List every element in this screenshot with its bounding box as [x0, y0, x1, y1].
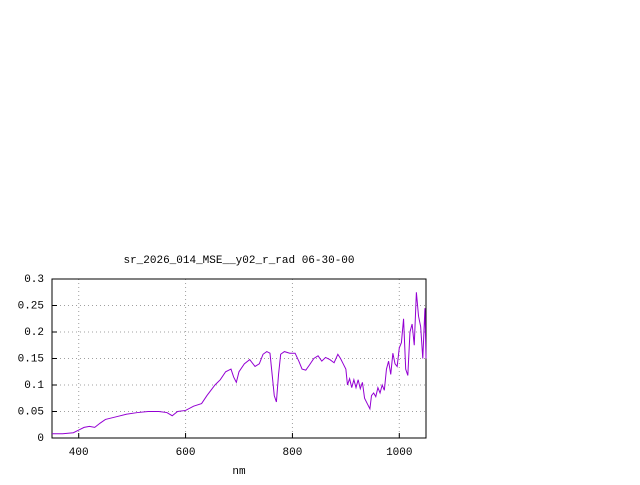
x-tick-label: 1000	[386, 447, 412, 459]
data-line	[52, 292, 427, 435]
x-axis-label: nm	[232, 466, 246, 478]
y-tick-label: 0.25	[18, 300, 44, 312]
x-tick-label: 800	[283, 447, 303, 459]
chart-title: sr_2026_014_MSE__y02_r_rad 06-30-00	[123, 255, 354, 267]
y-tick-label: 0.05	[18, 406, 44, 418]
y-tick-label: 0.1	[24, 380, 44, 392]
y-tick-label: 0.15	[18, 353, 44, 365]
x-tick-label: 400	[69, 447, 89, 459]
x-tick-label: 600	[176, 447, 196, 459]
y-tick-label: 0	[37, 433, 44, 445]
y-tick-label: 0.3	[24, 274, 44, 286]
y-tick-label: 0.2	[24, 327, 44, 339]
